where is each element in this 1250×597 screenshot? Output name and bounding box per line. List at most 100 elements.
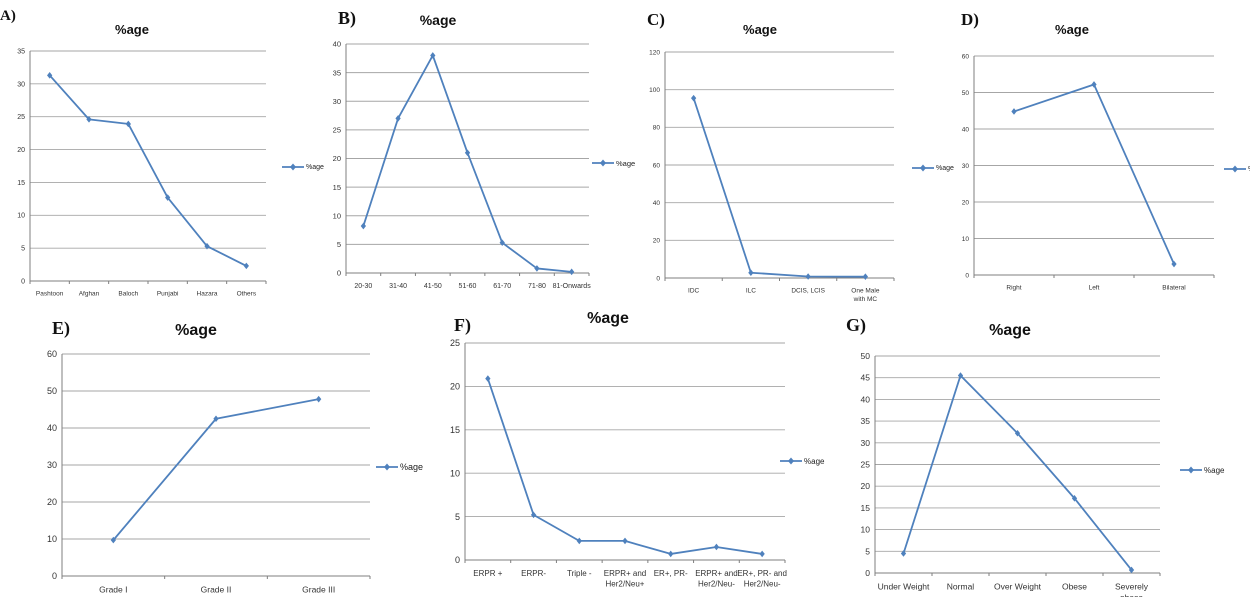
y-tick-label: 60 bbox=[653, 162, 661, 169]
panel-label: F) bbox=[454, 315, 471, 335]
legend: %age bbox=[376, 462, 423, 472]
x-tick-label: Punjabi bbox=[157, 291, 179, 298]
chart-svg: 0 10 20 30 40 50 60 Grade I Grade II Grade III bbox=[47, 349, 371, 595]
x-tick-label: 61-70 bbox=[493, 283, 511, 290]
y-tick-label: 50 bbox=[861, 351, 871, 361]
data-point bbox=[165, 194, 171, 201]
data-point bbox=[243, 262, 249, 270]
y-tick-label: 20 bbox=[333, 154, 341, 163]
x-tick-label: ERPR + bbox=[473, 569, 502, 578]
chart-panel-d: D) %age 0 10 20 30 40 50 60 Right Left Bilateral %ag… bbox=[940, 0, 1250, 300]
data-point bbox=[1091, 81, 1097, 88]
data-point bbox=[1014, 429, 1021, 437]
legend-marker-icon bbox=[282, 163, 304, 171]
legend-label: %age bbox=[400, 462, 424, 472]
x-tick-label: IDC bbox=[688, 288, 700, 295]
legend: %age bbox=[1180, 465, 1224, 475]
chart-panel-c: C) %age 0 20 40 60 80 100 120 IDC ILC DCIS, LCIS One… bbox=[630, 0, 954, 303]
data-point bbox=[464, 149, 471, 157]
legend-label: %age bbox=[1204, 465, 1225, 475]
y-tick-label: 5 bbox=[455, 512, 460, 522]
y-tick-label: 40 bbox=[653, 200, 661, 207]
x-tick-label: ERPR+ and Her2/Neu+ bbox=[604, 569, 646, 588]
series-line bbox=[692, 97, 866, 278]
x-tick-label: 51-60 bbox=[459, 283, 477, 290]
chart-title: %age bbox=[1055, 22, 1089, 37]
x-tick-label: Grade III bbox=[302, 585, 335, 595]
y-tick-label: 120 bbox=[649, 49, 660, 56]
y-tick-label: 30 bbox=[17, 81, 25, 88]
y-tick-label: 15 bbox=[333, 183, 341, 192]
y-tick-label: 0 bbox=[21, 278, 25, 285]
panel-label: A) bbox=[0, 8, 16, 24]
data-point bbox=[534, 265, 540, 272]
y-tick-label: 35 bbox=[17, 48, 25, 55]
x-tick-label: Under Weight bbox=[878, 582, 930, 592]
x-tick-label: Baloch bbox=[118, 291, 138, 298]
x-tick-label: Hazara bbox=[197, 291, 218, 298]
x-tick-label: Left bbox=[1089, 285, 1100, 292]
data-point bbox=[1171, 260, 1177, 268]
x-tick-label: 20-30 bbox=[354, 283, 372, 290]
y-tick-label: 20 bbox=[47, 497, 57, 507]
legend-label: %age bbox=[616, 158, 636, 168]
y-tick-label: 10 bbox=[333, 211, 341, 220]
y-tick-label: 0 bbox=[656, 275, 660, 282]
data-point bbox=[748, 269, 754, 277]
y-tick-label: 15 bbox=[17, 180, 25, 187]
x-tick-label: ERPR- bbox=[521, 569, 546, 578]
data-point bbox=[316, 395, 322, 403]
legend-label: %age bbox=[804, 456, 825, 466]
series-line bbox=[487, 378, 763, 555]
series-line bbox=[48, 74, 247, 267]
y-tick-label: 40 bbox=[962, 126, 970, 133]
data-point bbox=[47, 72, 53, 79]
chart-title: %age bbox=[989, 322, 1031, 339]
data-point bbox=[759, 550, 765, 558]
panel-label: B) bbox=[338, 8, 356, 28]
y-tick-label: 30 bbox=[962, 163, 970, 170]
x-tick-label: 31-40 bbox=[389, 283, 407, 290]
series-line bbox=[902, 374, 1133, 571]
x-tick-label: Afghan bbox=[79, 291, 100, 298]
x-tick-label: Over Weight bbox=[994, 582, 1042, 592]
y-tick-label: 25 bbox=[333, 126, 341, 135]
data-point bbox=[86, 116, 92, 123]
x-tick-label: One Male with MC bbox=[851, 288, 880, 303]
chart-svg: 0 5 10 15 20 25 ERPR + ERPR- Triple - ERPR+ and He… bbox=[450, 338, 787, 588]
legend: %age bbox=[1224, 164, 1250, 174]
y-tick-label: 0 bbox=[865, 568, 870, 578]
y-tick-label: 10 bbox=[962, 236, 970, 243]
panel-label: E) bbox=[52, 318, 70, 338]
y-tick-label: 10 bbox=[17, 213, 25, 220]
x-tick-label: ILC bbox=[746, 288, 756, 295]
panel-label: C) bbox=[647, 10, 665, 29]
y-tick-label: 35 bbox=[333, 68, 341, 77]
chart-title: %age bbox=[419, 12, 457, 28]
y-tick-label: 0 bbox=[455, 555, 460, 565]
y-tick-label: 10 bbox=[47, 534, 57, 544]
chart-svg: 0 20 40 60 80 100 120 IDC ILC DCIS, LCIS One Male w… bbox=[649, 49, 895, 303]
data-point bbox=[668, 550, 674, 558]
y-tick-label: 50 bbox=[47, 386, 57, 396]
legend: %age bbox=[592, 158, 635, 168]
y-tick-label: 0 bbox=[965, 272, 969, 279]
data-point bbox=[622, 537, 628, 545]
x-tick-label: DCIS, LCIS bbox=[791, 288, 825, 295]
y-tick-label: 20 bbox=[17, 147, 25, 154]
x-tick-label: Grade II bbox=[201, 585, 232, 595]
chart-title: %age bbox=[587, 310, 629, 327]
chart-title: %age bbox=[115, 22, 149, 37]
y-tick-label: 30 bbox=[333, 97, 341, 106]
y-tick-label: 100 bbox=[649, 87, 660, 94]
data-point bbox=[213, 415, 219, 423]
x-tick-label: Others bbox=[237, 291, 257, 298]
x-tick-label: Right bbox=[1006, 285, 1021, 292]
y-tick-label: 20 bbox=[962, 199, 970, 206]
y-tick-label: 25 bbox=[17, 114, 25, 121]
data-point bbox=[360, 222, 366, 230]
x-tick-label: 81-Onwards bbox=[553, 283, 592, 290]
x-tick-label: 71-80 bbox=[528, 283, 546, 290]
y-tick-label: 50 bbox=[962, 90, 970, 97]
data-point bbox=[430, 52, 436, 59]
